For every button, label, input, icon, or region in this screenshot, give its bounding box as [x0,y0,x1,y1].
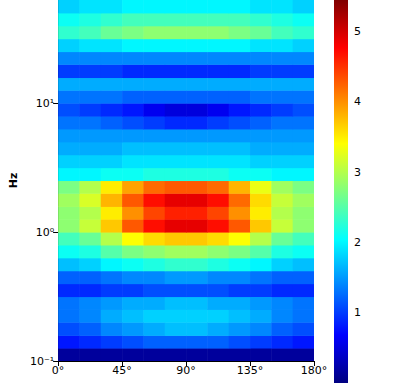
svg-text:180°: 180° [301,364,328,377]
svg-text:4: 4 [354,95,361,108]
svg-text:10¹: 10¹ [36,97,54,110]
svg-text:10⁰: 10⁰ [36,226,55,239]
svg-text:Hz: Hz [7,173,20,189]
svg-text:10⁻¹: 10⁻¹ [30,355,54,368]
svg-text:2: 2 [354,236,361,249]
svg-text:5: 5 [354,25,361,38]
svg-text:45°: 45° [112,364,132,377]
svg-text:135°: 135° [237,364,264,377]
svg-text:1: 1 [354,306,361,319]
svg-text:0°: 0° [52,364,65,377]
svg-text:90°: 90° [176,364,196,377]
svg-text:3: 3 [354,166,361,179]
